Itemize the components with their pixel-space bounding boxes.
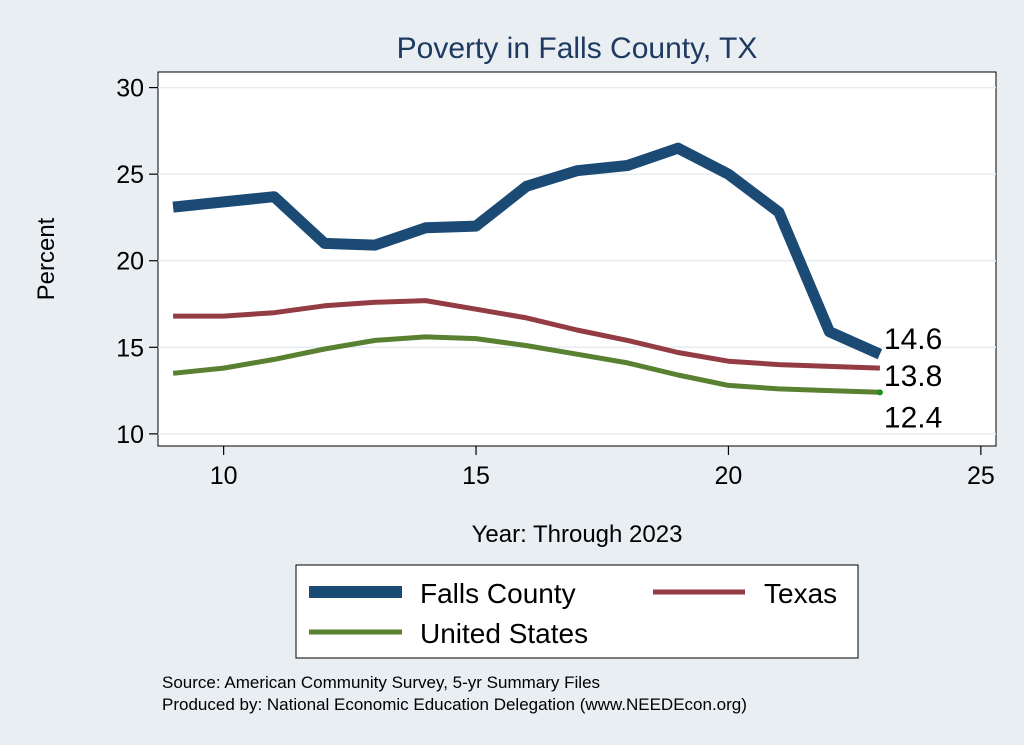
y-tick-label: 15 — [116, 334, 144, 362]
y-axis-title: Percent — [33, 217, 60, 300]
end-label-layer: 14.6 13.8 12.4 — [884, 323, 942, 434]
plot-area — [157, 71, 997, 447]
end-label-texas: 13.8 — [884, 360, 942, 393]
end-label-falls-county: 14.6 — [884, 323, 942, 356]
legend-label-falls-county: Falls County — [420, 578, 576, 609]
chart-title: Poverty in Falls County, TX — [397, 32, 758, 65]
x-tick-label: 25 — [967, 462, 995, 490]
y-tick-label: 25 — [116, 161, 144, 189]
y-tick-label: 30 — [116, 75, 144, 103]
series-line-united-states — [172, 334, 880, 395]
legend-label-united-states: United States — [420, 618, 588, 649]
series-line-texas — [173, 298, 880, 371]
end-label-united-states: 12.4 — [884, 401, 942, 434]
series-layer — [172, 142, 883, 396]
series-end-marker-united-states — [876, 389, 883, 396]
legend-label-texas: Texas — [764, 578, 837, 609]
y-tick-label: 10 — [116, 421, 144, 449]
y-tick-label: 20 — [116, 248, 144, 276]
axis-layer: 10 15 20 25 30 10 15 20 25 — [116, 75, 995, 490]
footnote-source: Source: American Community Survey, 5-yr … — [162, 673, 600, 692]
legend-box — [295, 564, 859, 659]
series-line-falls-county — [172, 142, 883, 360]
x-axis-title: Year: Through 2023 — [472, 521, 683, 548]
x-tick-label: 15 — [462, 462, 490, 490]
x-tick-label: 20 — [715, 462, 743, 490]
x-tick-label: 10 — [210, 462, 238, 490]
legend: Falls County Texas United States — [295, 564, 859, 659]
footnote-producer: Produced by: National Economic Education… — [162, 695, 747, 714]
